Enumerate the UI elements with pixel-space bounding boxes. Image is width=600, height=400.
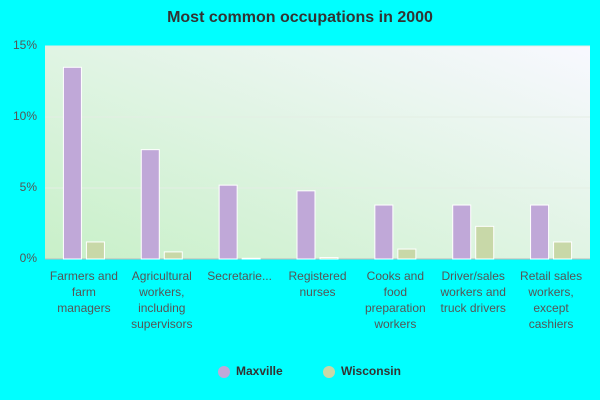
bar (374, 204, 394, 260)
legend-label: Maxville (236, 364, 283, 378)
x-tick-label: Registered nurses (288, 269, 347, 299)
bar (475, 225, 495, 260)
bar (163, 251, 183, 260)
x-tick-label: Farmers and farm managers (49, 269, 118, 315)
chart-title: Most common occupations in 2000 (167, 9, 433, 26)
bar (85, 241, 105, 260)
x-tick-label: Retail sales workers, except cashiers (520, 269, 583, 331)
bar (218, 184, 238, 260)
x-tick-label: Cooks and food preparation workers (364, 269, 426, 331)
bar (241, 257, 261, 260)
x-tick-label: Secretarie... (207, 269, 272, 283)
bar (62, 66, 82, 260)
legend-marker (218, 366, 230, 378)
y-tick-label: 0% (20, 251, 38, 265)
x-tick-label: Driver/sales workers and truck drivers (440, 269, 506, 315)
legend-marker (323, 366, 335, 378)
bar (296, 190, 316, 260)
y-tick-label: 10% (13, 109, 37, 123)
bar (140, 149, 160, 260)
bar (319, 257, 339, 260)
bar (553, 241, 573, 260)
plot-area (45, 46, 590, 259)
bar (452, 204, 472, 260)
bar (397, 248, 417, 260)
legend-label: Wisconsin (341, 364, 401, 378)
y-tick-label: 5% (20, 180, 38, 194)
bar (530, 204, 550, 260)
x-tick-label: Agricultural workers, including supervis… (131, 269, 193, 331)
y-tick-label: 15% (13, 38, 37, 52)
